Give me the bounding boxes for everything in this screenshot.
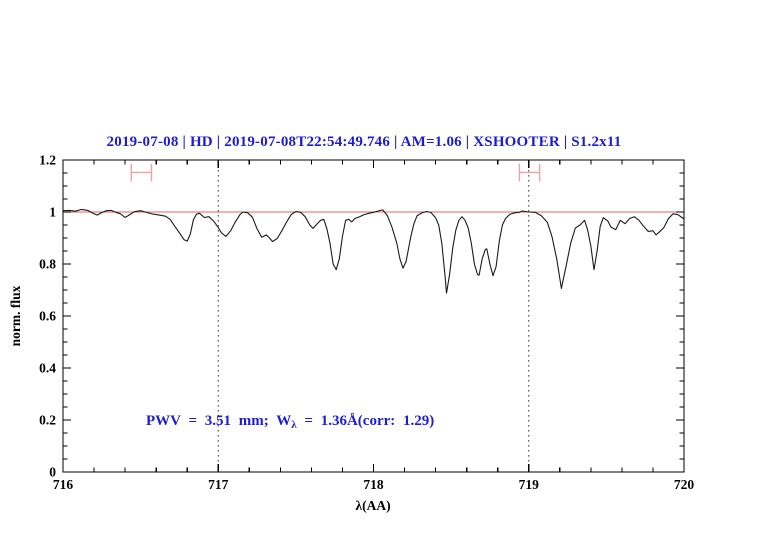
x-tick-label: 720: [674, 477, 695, 492]
axes-layer: [62, 159, 685, 473]
plot-title: 2019-07-08 | HD | 2019-07-08T22:54:49.74…: [106, 134, 622, 150]
y-tick-label: 0: [49, 465, 56, 480]
tick-labels-layer: 716 717 718 719 720 0 0.2 0.4 0.6 0.8 1 1.2: [39, 153, 694, 493]
x-tick-label: 719: [519, 477, 540, 492]
spectrum-curve: [62, 208, 685, 294]
y-tick-label: 0.4: [39, 361, 56, 376]
y-tick-label: 1.2: [39, 153, 56, 168]
x-tick-label: 718: [363, 477, 384, 492]
pwv-annotation: PWV = 3.51 mm; Wλ = 1.36Å(corr: 1.29): [146, 413, 434, 431]
x-axis-label: λ(AA): [355, 498, 390, 513]
pwv-annotation-text-1: PWV = 3.51 mm; W: [146, 413, 292, 429]
interval-marker: [518, 163, 541, 182]
y-tick-label: 1: [49, 205, 56, 220]
y-tick-label: 0.6: [39, 309, 56, 324]
interval-marker: [130, 163, 153, 182]
y-tick-label: 0.2: [39, 413, 56, 428]
pwv-annotation-text-2: = 1.36Å(corr: 1.29): [296, 413, 435, 429]
y-tick-label: 0.8: [39, 257, 56, 272]
x-tick-label: 716: [53, 477, 74, 492]
spectrum-curve-layer: [62, 208, 685, 294]
lambda-subscript: λ: [291, 419, 297, 431]
y-axis-label: norm. flux: [8, 285, 23, 346]
x-tick-label: 717: [208, 477, 229, 492]
